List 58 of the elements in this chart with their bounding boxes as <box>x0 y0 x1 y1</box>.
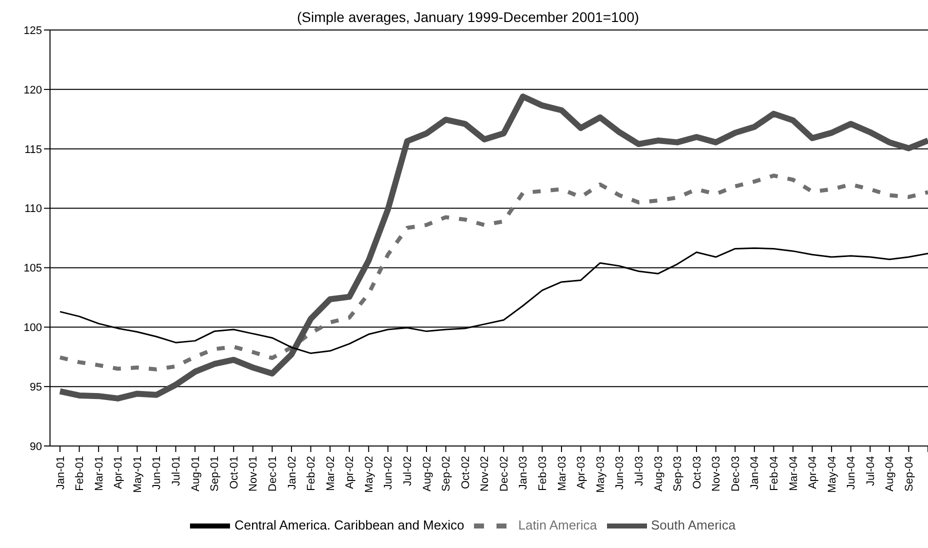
x-tick-label: Sep-01 <box>209 456 222 492</box>
x-tick-label: Jan-03 <box>518 456 530 490</box>
x-tick-label: Apr-03 <box>576 456 588 490</box>
y-tick-label: 105 <box>24 262 42 275</box>
x-tick-label: Oct-02 <box>460 456 472 490</box>
x-tick-label: Mar-01 <box>93 456 106 491</box>
y-tick-label: 125 <box>24 24 42 37</box>
x-tick-label: Mar-03 <box>556 456 568 491</box>
y-tick-label: 115 <box>24 144 42 156</box>
x-tick-label: Jun-02 <box>382 456 395 490</box>
x-tick-label: Dec-02 <box>498 456 510 492</box>
x-tick-label: Sep-04 <box>904 456 916 492</box>
x-tick-label: Aug-01 <box>190 456 202 492</box>
x-tick-label: Aug-03 <box>652 456 665 492</box>
legend-label: Central America. Caribbean and Mexico <box>234 517 464 532</box>
x-tick-label: Feb-02 <box>306 456 318 491</box>
x-tick-label: Mar-02 <box>324 456 337 491</box>
x-tick-label: Jul-03 <box>633 456 646 486</box>
x-tick-label: May-04 <box>826 456 838 493</box>
x-tick-label: Feb-01 <box>74 456 86 491</box>
x-tick-label: May-01 <box>132 456 144 493</box>
x-tick-label: Aug-02 <box>421 456 434 492</box>
x-tick-label: Jul-02 <box>402 456 414 486</box>
x-tick-label: Jan-01 <box>54 456 67 490</box>
x-tick-label: Sep-03 <box>672 456 684 492</box>
y-tick-label: 95 <box>30 381 42 394</box>
x-tick-label: Jun-04 <box>846 456 858 490</box>
x-tick-label: Nov-02 <box>479 456 492 492</box>
legend-label: Latin America <box>518 517 597 532</box>
line-series <box>58 174 928 372</box>
x-tick-label: Dec-01 <box>266 456 279 492</box>
x-tick-label: Oct-03 <box>691 456 704 490</box>
x-tick-label: May-03 <box>594 456 607 493</box>
y-tick-label: 110 <box>24 203 42 216</box>
x-tick-label: Dec-03 <box>730 456 742 492</box>
x-tick-label: Apr-01 <box>112 456 125 490</box>
legend-label: South America <box>651 517 736 532</box>
x-tick-label: Feb-04 <box>768 456 780 491</box>
x-tick-label: Mar-04 <box>788 456 800 491</box>
x-tick-label: Jan-04 <box>749 456 762 490</box>
chart-subtitle: (Simple averages, January 1999-December 2001=100) <box>296 8 640 26</box>
x-tick-label: Jul-04 <box>864 456 877 486</box>
x-tick-label: Sep-02 <box>440 456 453 492</box>
y-tick-label: 90 <box>30 440 42 453</box>
x-tick-label: Aug-04 <box>884 456 896 492</box>
x-tick-label: Apr-02 <box>344 456 356 490</box>
y-tick-label: 100 <box>24 322 42 334</box>
x-tick-label: Jun-03 <box>614 456 626 490</box>
x-tick-label: Nov-01 <box>248 456 260 492</box>
x-tick-label: May-02 <box>363 456 376 493</box>
x-tick-label: Oct-01 <box>228 456 240 490</box>
x-tick-label: Nov-03 <box>710 456 723 492</box>
x-tick-label: Jul-01 <box>170 456 183 486</box>
y-tick-label: 120 <box>24 84 42 96</box>
x-tick-label: Apr-04 <box>807 456 820 490</box>
x-tick-label: Feb-03 <box>537 456 550 491</box>
x-tick-label: Jun-01 <box>151 456 164 490</box>
x-tick-label: Jan-02 <box>286 456 298 490</box>
